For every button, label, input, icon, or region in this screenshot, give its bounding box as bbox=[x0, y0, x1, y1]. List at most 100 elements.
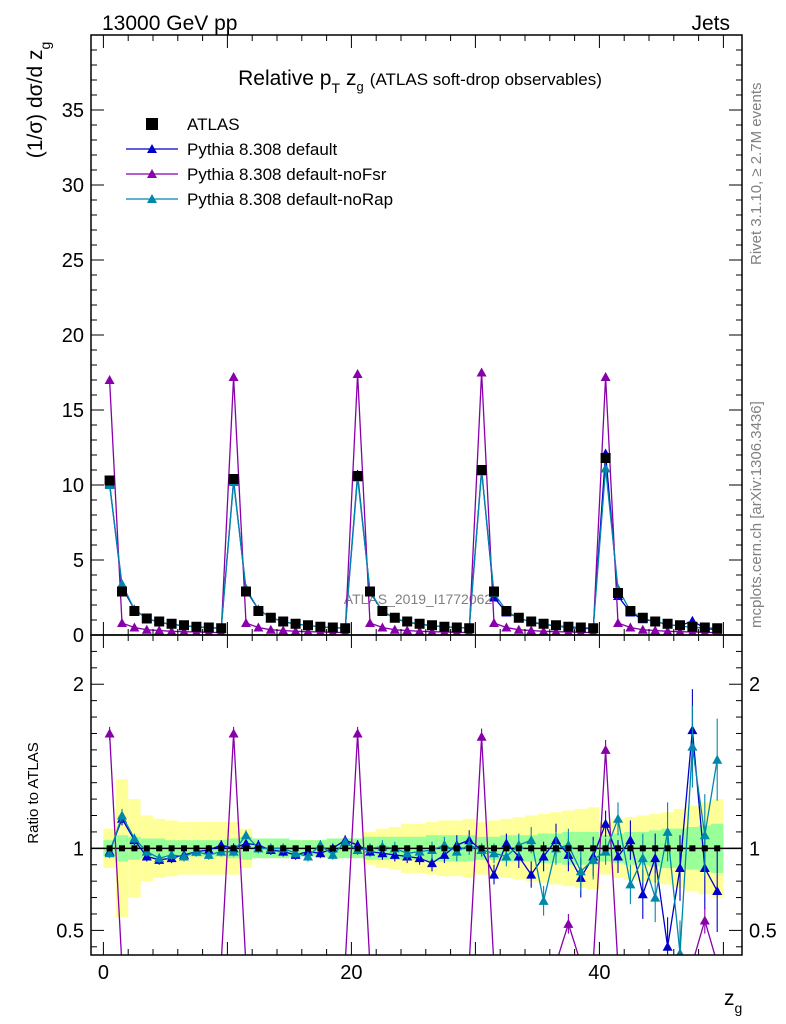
main-marker-s2-20 bbox=[352, 369, 363, 378]
legend-label-0: ATLAS bbox=[187, 115, 240, 134]
ratio-atlas-point-4 bbox=[156, 845, 163, 852]
atlas-point-31 bbox=[489, 586, 499, 597]
ratio-marker-s0-11 bbox=[241, 838, 251, 848]
ratio-marker-s1-15 bbox=[291, 958, 301, 967]
ratio-atlas-point-28 bbox=[453, 845, 460, 852]
ratio-marker-s1-7 bbox=[191, 958, 201, 967]
atlas-point-40 bbox=[600, 453, 611, 463]
atlas-point-9 bbox=[216, 623, 227, 634]
atlas-point-42 bbox=[625, 606, 636, 616]
main-marker-s2-13 bbox=[265, 624, 276, 634]
atlas-point-12 bbox=[253, 606, 264, 616]
ratio-marker-s2-16 bbox=[303, 851, 313, 861]
ratio-marker-s2-45 bbox=[662, 826, 673, 836]
ratio-atlas-point-18 bbox=[329, 845, 336, 852]
ratio-marker-s0-17 bbox=[315, 848, 326, 858]
ratio-atlas-point-35 bbox=[540, 845, 547, 852]
title-var: z bbox=[346, 67, 357, 90]
ratio-marker-s1-13 bbox=[266, 958, 276, 967]
ratio-marker-s1-46 bbox=[675, 958, 685, 967]
ratio-marker-s1-32 bbox=[501, 958, 511, 967]
ratio-atlas-point-47 bbox=[689, 845, 696, 852]
ratio-marker-s2-18 bbox=[327, 849, 338, 859]
ratio-marker-s1-38 bbox=[576, 958, 586, 967]
ratio-marker-s0-44 bbox=[650, 853, 661, 863]
analysis-watermark: ATLAS_2019_I1772062 bbox=[344, 591, 493, 607]
title-var-sub: g bbox=[357, 79, 364, 94]
ratio-marker-s1-28 bbox=[452, 958, 462, 967]
ratio-atlas-point-8 bbox=[205, 845, 212, 852]
ratio-atlas-point-24 bbox=[404, 845, 411, 852]
ratio-marker-s2-34 bbox=[526, 835, 537, 845]
legend-marker-1 bbox=[147, 144, 157, 153]
main-ytick-label-35: 35 bbox=[62, 100, 84, 122]
ratio-marker-s2-32 bbox=[501, 851, 512, 861]
ratio-marker-s1-20 bbox=[352, 728, 363, 738]
ratio-marker-s2-46 bbox=[676, 948, 684, 955]
ratio-marker-s1-27 bbox=[439, 958, 449, 967]
ratio-atlas-point-3 bbox=[143, 845, 150, 852]
ratio-marker-s1-40 bbox=[600, 744, 611, 754]
title-main: Relative p bbox=[238, 67, 331, 90]
ratio-marker-s1-4 bbox=[154, 958, 164, 967]
ratio-marker-s1-29 bbox=[464, 958, 474, 967]
ratio-atlas-point-39 bbox=[590, 845, 597, 852]
ratio-atlas-point-49 bbox=[714, 845, 721, 852]
atlas-point-4 bbox=[154, 616, 165, 627]
ratio-marker-s1-33 bbox=[514, 958, 524, 967]
main-marker-s2-14 bbox=[278, 625, 289, 635]
atlas-point-35 bbox=[538, 618, 549, 629]
header-right: Jets bbox=[691, 12, 730, 35]
ratio-atlas-point-1 bbox=[119, 845, 125, 852]
mcplots-label: mcplots.cern.ch [arXiv:1306.3436] bbox=[748, 401, 765, 628]
main-marker-s3-40 bbox=[600, 463, 611, 473]
title-sub: T bbox=[331, 80, 340, 96]
ratio-marker-s2-43 bbox=[637, 853, 648, 863]
ratio-atlas-point-27 bbox=[441, 845, 448, 852]
main-marker-s2-42 bbox=[625, 622, 636, 632]
ratio-marker-s1-14 bbox=[278, 958, 288, 967]
ratio-marker-s1-11 bbox=[241, 961, 251, 970]
atlas-point-45 bbox=[662, 618, 673, 629]
ratio-atlas-point-46 bbox=[677, 845, 683, 852]
main-marker-s2-22 bbox=[377, 622, 388, 632]
ratio-marker-s2-31 bbox=[489, 848, 499, 858]
ratio-ytick-label-left-0: 0.5 bbox=[56, 920, 84, 942]
ratio-marker-s1-22 bbox=[377, 958, 387, 967]
legend-marker-3 bbox=[147, 194, 157, 203]
atlas-point-18 bbox=[327, 622, 338, 633]
atlas-point-34 bbox=[526, 616, 537, 627]
ratio-marker-s2-44 bbox=[650, 892, 661, 902]
ratio-atlas-point-45 bbox=[664, 845, 671, 852]
main-marker-s2-10 bbox=[228, 372, 239, 381]
main-marker-s2-15 bbox=[290, 626, 301, 635]
ratio-atlas-point-5 bbox=[168, 845, 175, 852]
main-marker-s2-12 bbox=[253, 622, 264, 632]
atlas-point-41 bbox=[613, 588, 623, 598]
ratio-atlas-point-17 bbox=[317, 845, 324, 852]
atlas-point-3 bbox=[141, 613, 152, 624]
ratio-marker-s1-42 bbox=[625, 958, 635, 967]
ratio-marker-s0-49 bbox=[712, 886, 723, 895]
main-marker-s2-21 bbox=[365, 618, 375, 627]
ratio-atlas-point-38 bbox=[577, 845, 584, 852]
ratio-marker-s1-36 bbox=[551, 958, 561, 967]
atlas-point-32 bbox=[501, 606, 512, 616]
ratio-atlas-point-34 bbox=[528, 845, 535, 852]
ratio-marker-s1-37 bbox=[563, 918, 574, 928]
ratio-atlas-point-15 bbox=[292, 845, 299, 852]
ratio-marker-s2-48 bbox=[699, 830, 710, 840]
atlas-point-7 bbox=[191, 621, 202, 632]
atlas-point-8 bbox=[203, 622, 214, 633]
ratio-ytick-label-left-2: 2 bbox=[73, 674, 84, 696]
ratio-marker-s1-35 bbox=[539, 958, 549, 967]
atlas-point-36 bbox=[551, 620, 561, 631]
ratio-marker-s0-27 bbox=[439, 849, 450, 859]
ratio-atlas-point-21 bbox=[367, 845, 373, 852]
main-marker-s2-4 bbox=[154, 625, 165, 635]
main-marker-s3-1 bbox=[117, 579, 127, 588]
atlas-point-46 bbox=[675, 620, 685, 631]
main-marker-s2-45 bbox=[662, 626, 673, 635]
atlas-point-22 bbox=[377, 606, 388, 616]
main-marker-s2-31 bbox=[489, 618, 499, 627]
